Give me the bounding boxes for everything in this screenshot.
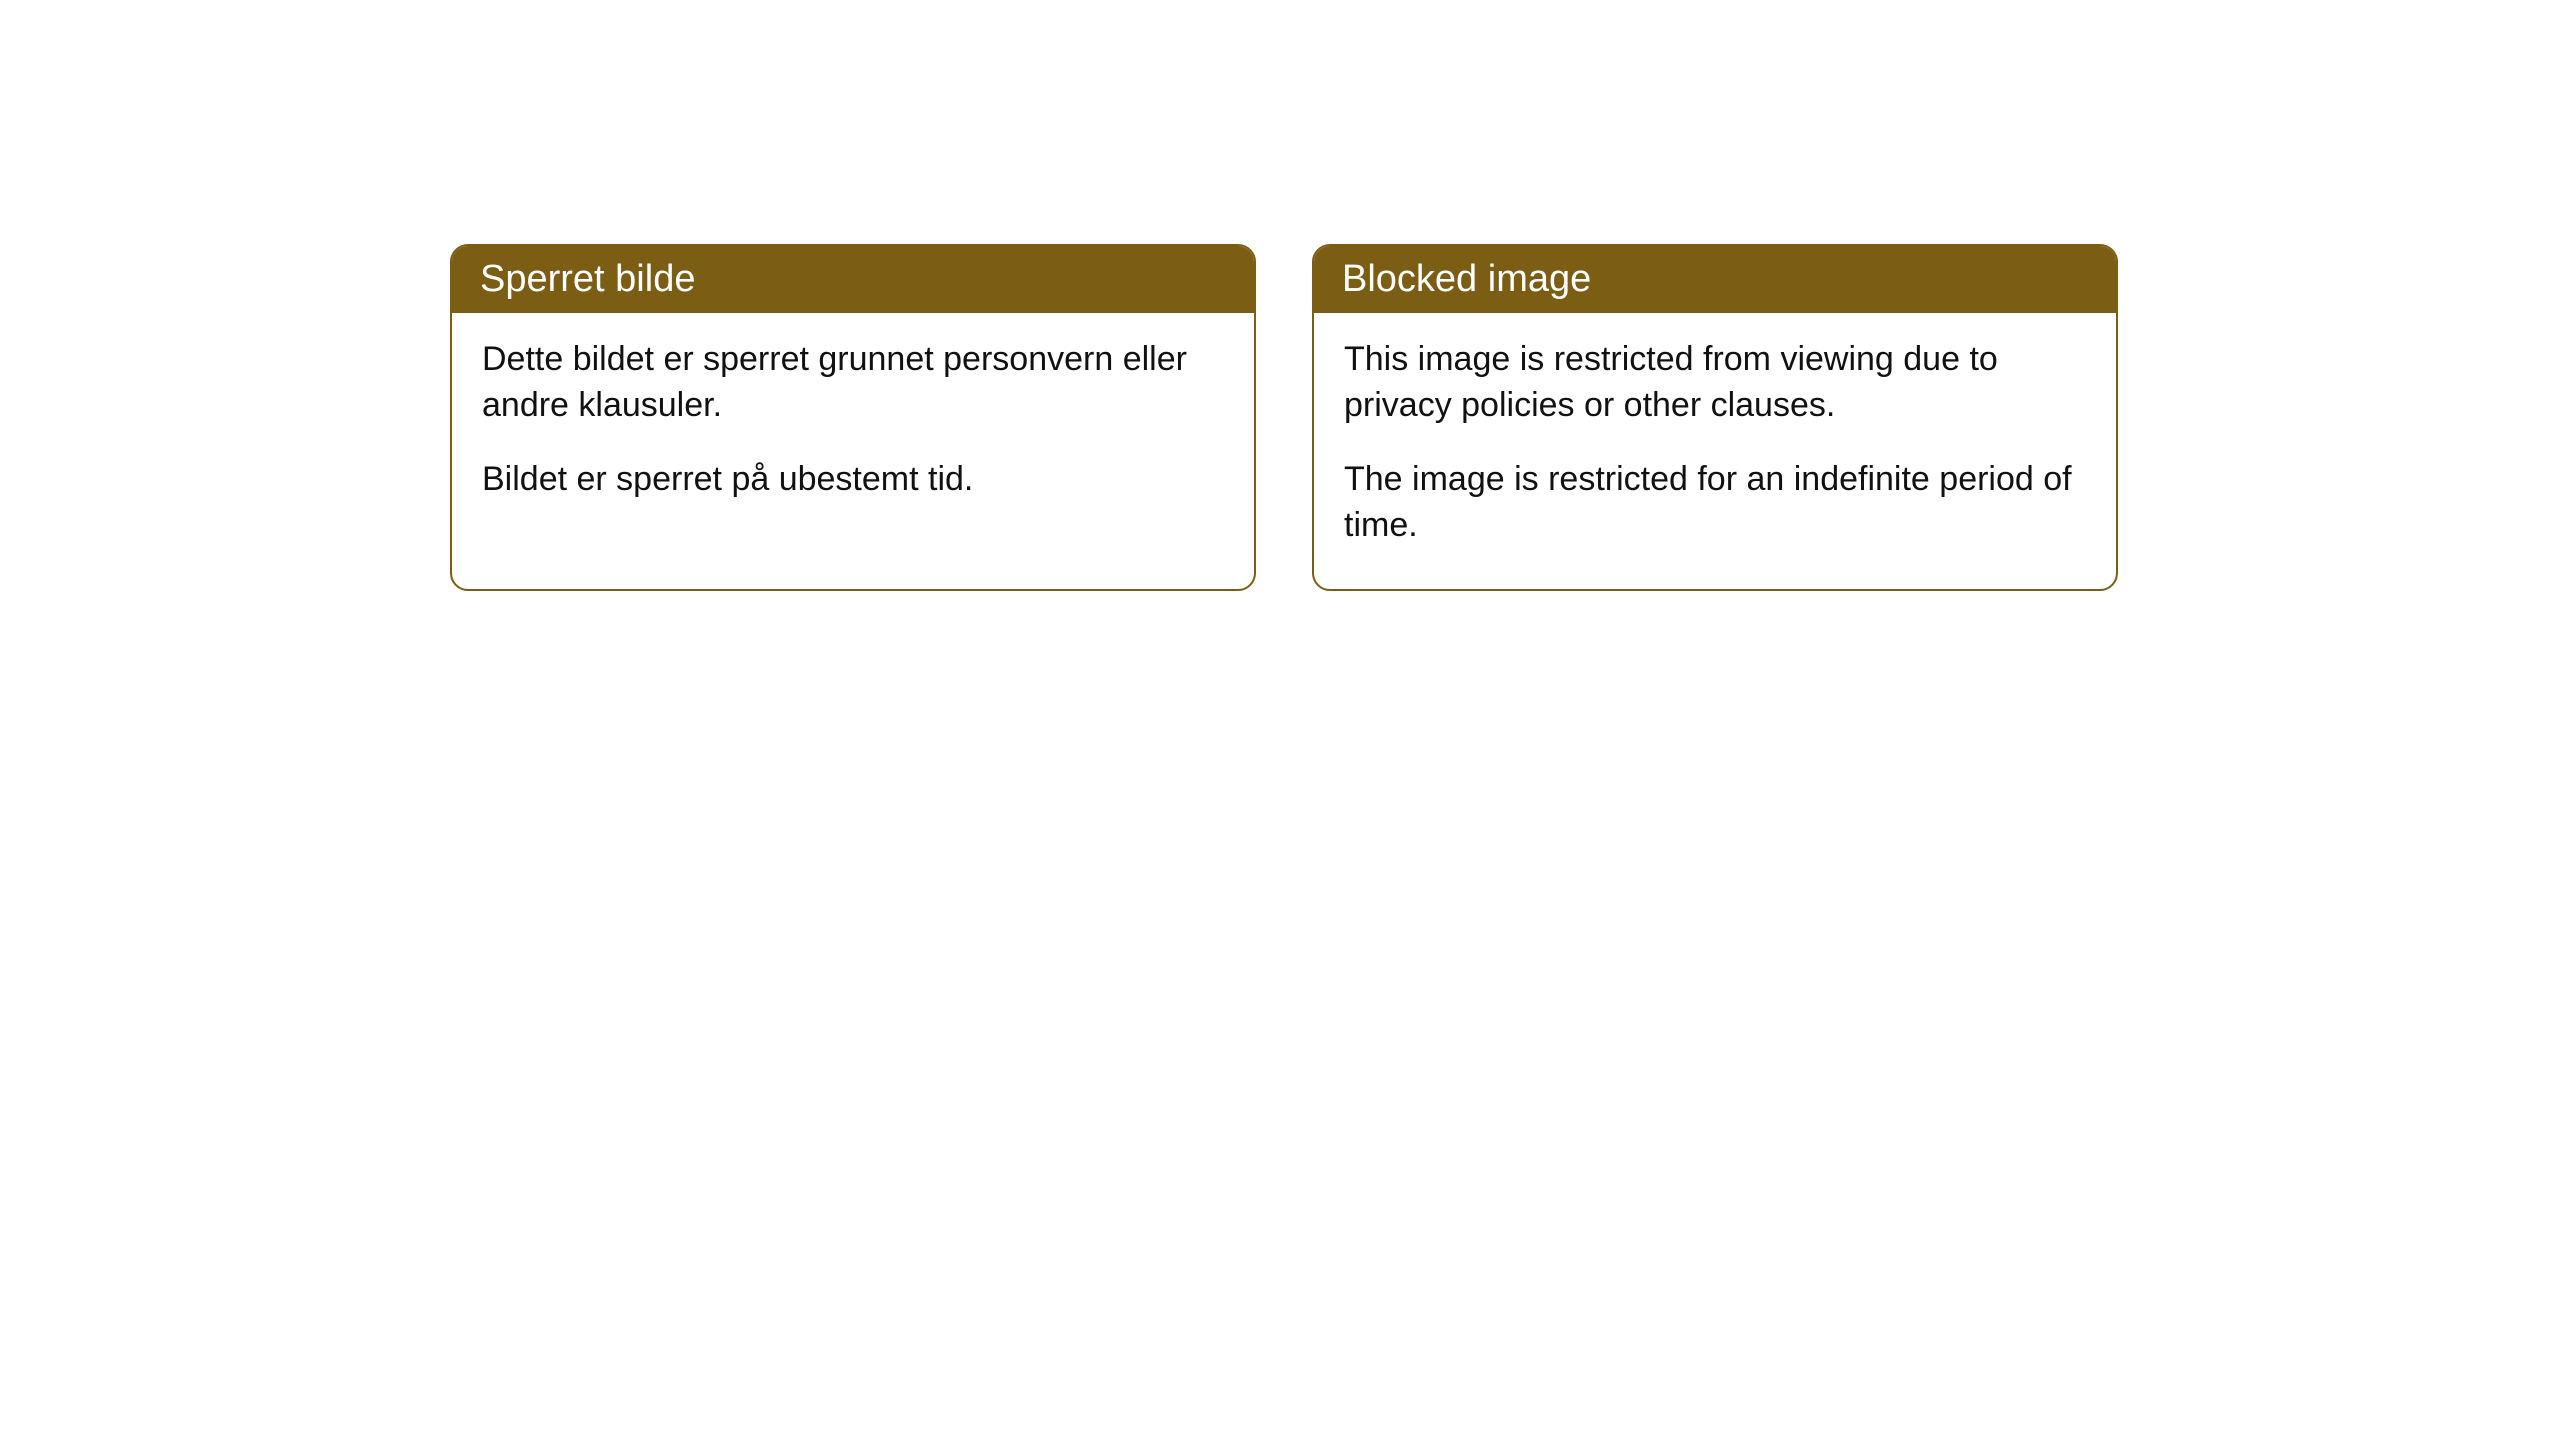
card-body-no: Dette bildet er sperret grunnet personve… bbox=[452, 313, 1254, 543]
card-paragraph-en-1: This image is restricted from viewing du… bbox=[1344, 337, 2086, 429]
card-container: Sperret bilde Dette bildet er sperret gr… bbox=[450, 244, 2118, 591]
card-title-no: Sperret bilde bbox=[480, 258, 695, 300]
card-paragraph-en-2: The image is restricted for an indefinit… bbox=[1344, 457, 2086, 549]
blocked-image-card-no: Sperret bilde Dette bildet er sperret gr… bbox=[450, 244, 1256, 591]
card-paragraph-no-1: Dette bildet er sperret grunnet personve… bbox=[482, 337, 1224, 429]
card-header-no: Sperret bilde bbox=[452, 246, 1254, 313]
card-title-en: Blocked image bbox=[1342, 258, 1591, 300]
card-header-en: Blocked image bbox=[1314, 246, 2116, 313]
card-body-en: This image is restricted from viewing du… bbox=[1314, 313, 2116, 589]
card-paragraph-no-2: Bildet er sperret på ubestemt tid. bbox=[482, 457, 1224, 503]
blocked-image-card-en: Blocked image This image is restricted f… bbox=[1312, 244, 2118, 591]
